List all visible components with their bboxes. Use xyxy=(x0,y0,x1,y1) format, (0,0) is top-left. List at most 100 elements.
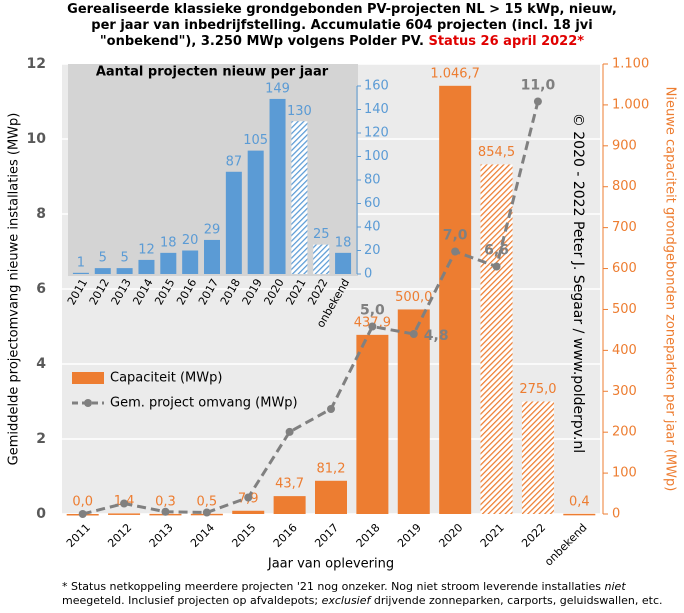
inset-value-label: 25 xyxy=(313,227,330,242)
x-tick-label: 2015 xyxy=(229,521,258,550)
inset-bar xyxy=(269,98,286,274)
bar-value-label: 0,5 xyxy=(197,494,218,509)
inset-tick-label: 40 xyxy=(364,220,381,235)
x-axis-title: Jaar van oplevering xyxy=(267,557,394,572)
footnote-part: exclusief xyxy=(321,594,371,607)
inset-tick-label: 100 xyxy=(364,149,389,164)
footnote-part: * Status netkoppeling meerdere projecten… xyxy=(62,580,605,593)
y2-axis-title: Nieuwe capaciteit grondgebonden zonepark… xyxy=(663,87,678,492)
x-tick-label: 2013 xyxy=(147,521,176,550)
y2-tick-label: 900 xyxy=(612,138,637,153)
bar xyxy=(521,401,554,514)
y2-tick-label: 100 xyxy=(612,466,637,481)
inset-value-label: 29 xyxy=(204,222,221,237)
inset-tick-label: 60 xyxy=(364,196,381,211)
y-tick-label: 4 xyxy=(36,356,46,372)
footnote-part: meegeteld. Inclusief projecten op afvald… xyxy=(62,594,322,607)
bar-value-label: 0,4 xyxy=(569,494,590,509)
y2-tick-label: 1.100 xyxy=(612,57,649,72)
footnote: * Status netkoppeling meerdere projecten… xyxy=(62,580,677,608)
inset-value-label: 18 xyxy=(160,235,177,250)
line-marker xyxy=(202,508,211,517)
line-marker xyxy=(451,247,460,256)
y2-tick-label: 1.000 xyxy=(612,97,649,112)
x-tick-label: onbekend xyxy=(542,521,589,568)
bar-value-label: 500,0 xyxy=(395,290,432,305)
inset-value-label: 87 xyxy=(226,154,243,169)
footnote-part: niet xyxy=(604,580,626,593)
y2-tick-label: 400 xyxy=(612,343,637,358)
y2-tick-label: 700 xyxy=(612,220,637,235)
bar xyxy=(356,334,389,514)
line-value-label: 6,6 xyxy=(484,243,509,259)
inset-bar xyxy=(291,121,308,274)
inset-bar xyxy=(247,150,264,274)
bar-value-label: 275,0 xyxy=(519,382,556,397)
copyright: © 2020 - 2022 Peter J. Segaar / www.pold… xyxy=(570,113,586,453)
inset-tick-label: 140 xyxy=(364,102,389,117)
y-tick-label: 6 xyxy=(36,281,46,297)
y2-tick-label: 0 xyxy=(612,507,620,522)
inset-bar xyxy=(182,250,199,274)
x-tick-label: 2011 xyxy=(64,521,93,550)
inset-bar xyxy=(72,272,89,274)
y-tick-label: 12 xyxy=(27,56,46,72)
legend-swatch xyxy=(72,372,104,384)
legend-marker xyxy=(84,399,92,407)
x-tick-label: 2017 xyxy=(312,521,341,550)
legend-label: Gem. project omvang (MWp) xyxy=(110,396,298,411)
y-tick-label: 0 xyxy=(36,506,46,522)
legend-label: Capaciteit (MWp) xyxy=(110,371,222,386)
title-status: Status 26 april 2022* xyxy=(428,34,585,49)
x-tick-label: 2019 xyxy=(395,521,424,550)
line-marker xyxy=(120,499,129,508)
x-tick-label: 2018 xyxy=(354,521,383,550)
title-text: "onbekend"), 3.250 MWp volgens Polder PV… xyxy=(99,34,424,49)
inset-tick-label: 20 xyxy=(364,243,381,258)
x-tick-label: 2014 xyxy=(188,521,217,550)
inset-value-label: 5 xyxy=(120,251,128,266)
x-tick-label: 2022 xyxy=(519,521,548,550)
inset-bar xyxy=(138,259,155,274)
inset-value-label: 12 xyxy=(138,242,155,257)
y2-tick-label: 800 xyxy=(612,179,637,194)
bar xyxy=(232,510,265,514)
bar-value-label: 1.046,7 xyxy=(430,66,480,81)
inset-bar xyxy=(116,268,133,274)
inset-bar xyxy=(225,171,242,274)
line-marker xyxy=(285,427,294,436)
bar-value-label: 81,2 xyxy=(317,461,346,476)
title-line: "onbekend"), 3.250 MWp volgens Polder PV… xyxy=(0,34,684,50)
inset-value-label: 5 xyxy=(99,251,107,266)
chart-title: Gerealiseerde klassieke grondgebonden PV… xyxy=(0,2,684,50)
bar xyxy=(315,480,347,514)
y-tick-label: 10 xyxy=(27,131,47,147)
inset-value-label: 149 xyxy=(265,81,290,96)
x-tick-label: 2012 xyxy=(105,521,134,550)
line-marker xyxy=(161,507,170,516)
inset-value-label: 18 xyxy=(335,235,352,250)
line-value-label: 5,0 xyxy=(360,303,385,319)
y2-tick-label: 500 xyxy=(612,302,637,317)
bar-value-label: 0,0 xyxy=(72,495,93,510)
bar xyxy=(397,309,430,514)
line-value-label: 11,0 xyxy=(521,78,556,94)
bar-value-label: 0,3 xyxy=(155,494,176,509)
x-tick-label: 2016 xyxy=(271,521,300,550)
bar-value-label: 43,7 xyxy=(275,477,304,492)
y-tick-label: 8 xyxy=(36,206,46,222)
footnote-part: drijvende zonneparken, carports, geluids… xyxy=(370,594,663,607)
line-marker xyxy=(368,322,377,331)
x-tick-label: 2020 xyxy=(436,521,465,550)
line-marker xyxy=(78,510,87,518)
bar xyxy=(563,513,596,516)
inset-title: Aantal projecten nieuw per jaar xyxy=(96,65,329,80)
y-tick-label: 2 xyxy=(36,431,46,447)
y-axis-title: Gemiddelde projectomvang nieuwe installa… xyxy=(7,113,22,466)
line-marker xyxy=(409,330,418,338)
line-marker xyxy=(327,405,335,413)
line-value-label: 4,8 xyxy=(424,328,449,344)
inset-bar xyxy=(313,244,330,274)
